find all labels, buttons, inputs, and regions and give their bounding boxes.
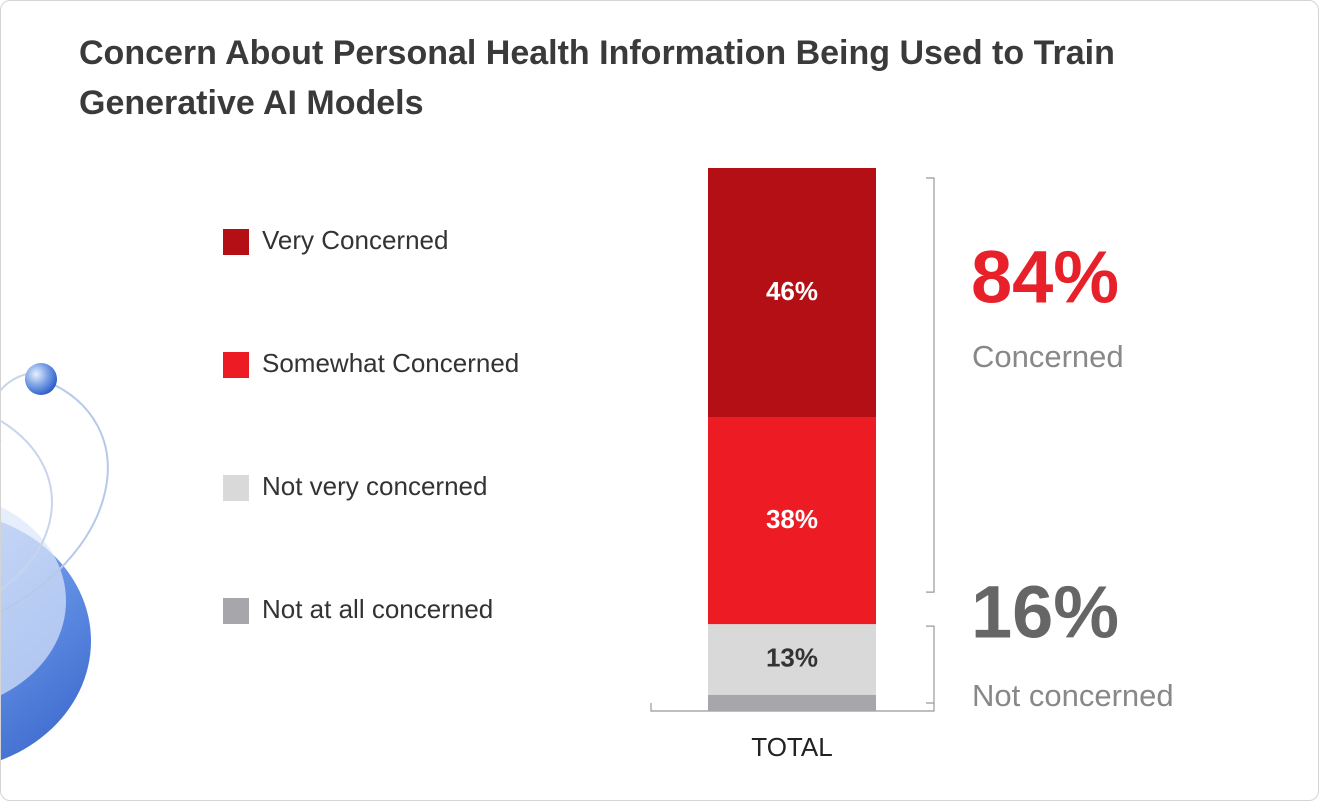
- bar-segment: [708, 417, 876, 625]
- bar-segment: [708, 624, 876, 695]
- legend-swatch: [223, 229, 249, 255]
- data-label: 13%: [766, 642, 818, 672]
- bar-segment: [708, 168, 876, 418]
- bracket: [926, 177, 935, 593]
- bar-segment: [708, 694, 876, 711]
- annotation-text: Not concerned: [972, 678, 1174, 713]
- annotation-value: 84%: [971, 236, 1119, 319]
- legend-swatch: [223, 475, 249, 501]
- bracket: [926, 625, 935, 704]
- data-label: 46%: [766, 276, 818, 306]
- legend-swatch: [223, 352, 249, 378]
- annotation-value: 16%: [971, 571, 1119, 654]
- x-tick-label: TOTAL: [751, 732, 832, 762]
- chart-title: Concern About Personal Health Informatio…: [79, 34, 1115, 122]
- legend-swatch: [223, 598, 249, 624]
- legend-label: Somewhat Concerned: [262, 348, 519, 378]
- annotation-text: Concerned: [972, 339, 1124, 374]
- decoration: [1, 363, 109, 761]
- legend-label: Not very concerned: [262, 471, 487, 501]
- data-label: 38%: [766, 504, 818, 534]
- legend-label: Not at all concerned: [262, 594, 493, 624]
- legend-label: Very Concerned: [262, 225, 448, 255]
